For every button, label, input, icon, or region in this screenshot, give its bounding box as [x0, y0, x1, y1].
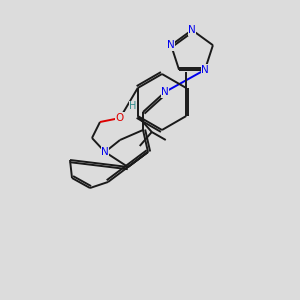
Text: N: N [161, 87, 169, 97]
Text: N: N [167, 40, 175, 50]
Text: N: N [201, 65, 209, 75]
Text: N: N [101, 147, 109, 157]
Text: H: H [129, 101, 137, 111]
Text: O: O [116, 113, 124, 123]
Text: N: N [188, 25, 196, 35]
